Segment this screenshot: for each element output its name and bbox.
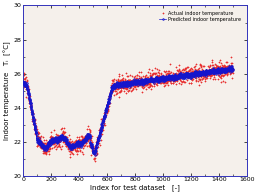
Line: Predicted indoor temperature: Predicted indoor temperature: [22, 65, 233, 155]
Predicted indoor temperature: [111, 85, 114, 87]
Predicted indoor temperature: [22, 81, 25, 83]
Actual indoor temperature: [46, 147, 49, 150]
Predicted indoor temperature: [38, 140, 41, 143]
Actual indoor temperature: [111, 85, 114, 87]
Predicted indoor temperature: [93, 153, 96, 156]
Actual indoor temperature: [230, 56, 233, 59]
Actual indoor temperature: [231, 68, 234, 70]
Predicted indoor temperature: [231, 68, 234, 70]
Actual indoor temperature: [93, 159, 96, 162]
Predicted indoor temperature: [119, 82, 122, 84]
Legend: Actual indoor temperature, Predicted indoor temperature: Actual indoor temperature, Predicted ind…: [158, 10, 242, 23]
Actual indoor temperature: [119, 79, 122, 81]
Line: Actual indoor temperature: Actual indoor temperature: [22, 56, 234, 162]
Predicted indoor temperature: [46, 144, 49, 147]
Actual indoor temperature: [22, 74, 25, 76]
Actual indoor temperature: [141, 85, 144, 87]
Actual indoor temperature: [38, 136, 41, 139]
Predicted indoor temperature: [231, 65, 234, 67]
X-axis label: Index for test dataset   [-]: Index for test dataset [-]: [90, 184, 180, 191]
Actual indoor temperature: [115, 93, 118, 95]
Predicted indoor temperature: [141, 83, 144, 85]
Predicted indoor temperature: [115, 84, 118, 87]
Y-axis label: Indoor temperature   Tᵢ  [°C]: Indoor temperature Tᵢ [°C]: [3, 41, 11, 140]
